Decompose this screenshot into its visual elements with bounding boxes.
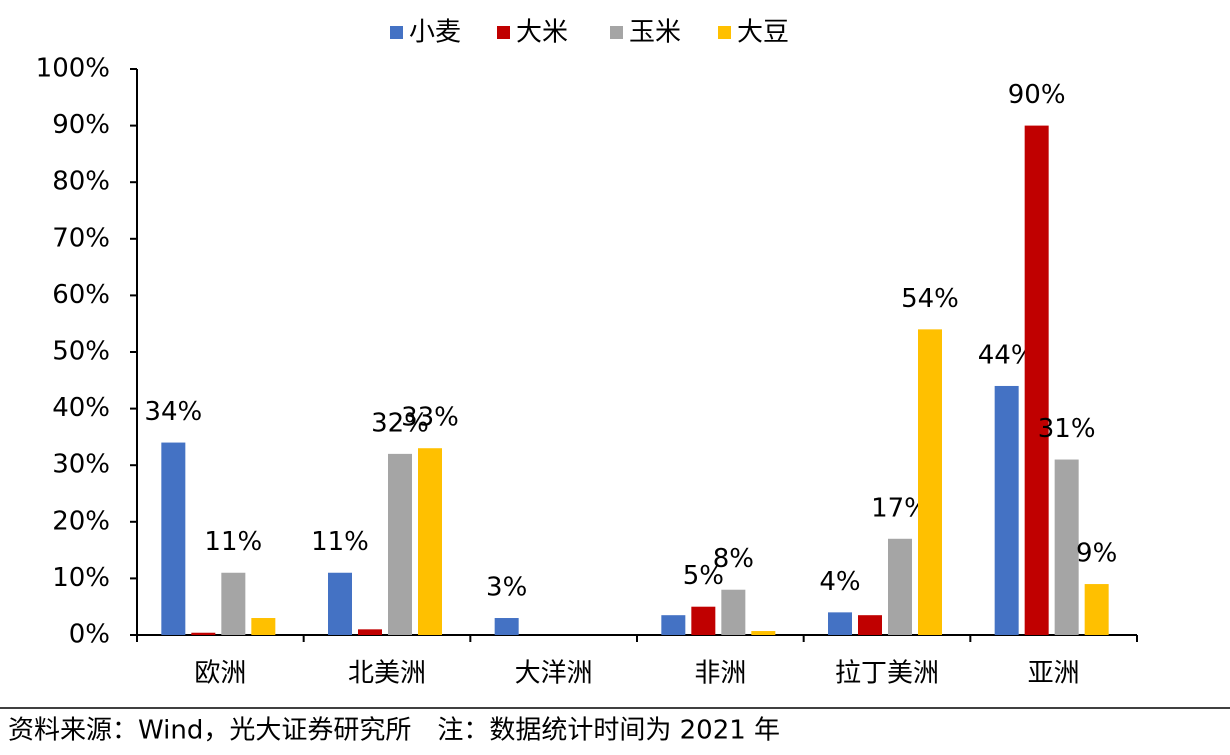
- bar: [751, 631, 776, 635]
- y-tick-label: 90%: [52, 110, 110, 140]
- bar: [1054, 459, 1079, 635]
- y-tick-label: 70%: [52, 223, 110, 253]
- bar: [828, 612, 852, 635]
- y-tick-label: 50%: [52, 337, 110, 367]
- x-tick-label: 亚洲: [1028, 659, 1080, 689]
- value-label: 11%: [204, 527, 262, 557]
- value-label: 33%: [401, 403, 459, 433]
- bar: [721, 589, 746, 635]
- y-tick-label: 40%: [52, 393, 110, 423]
- x-tick-label: 大洋洲: [515, 659, 593, 689]
- value-label: 31%: [1038, 414, 1096, 444]
- value-label: 9%: [1076, 539, 1117, 569]
- value-label: 11%: [311, 527, 369, 557]
- y-tick-label: 60%: [52, 280, 110, 310]
- bar: [418, 448, 442, 635]
- legend-label: 玉米: [629, 18, 681, 48]
- bar: [221, 572, 246, 635]
- bar: [1024, 125, 1049, 635]
- y-tick-label: 80%: [52, 167, 110, 197]
- legend-swatch: [390, 26, 403, 39]
- value-label: 32%: [371, 408, 429, 438]
- value-label: 54%: [901, 284, 959, 314]
- bar: [918, 329, 942, 635]
- bar: [888, 538, 912, 635]
- value-label: 5%: [683, 561, 724, 591]
- bar: [994, 385, 1019, 635]
- x-tick-label: 非洲: [694, 659, 746, 689]
- bar: [691, 606, 716, 635]
- bar: [191, 632, 216, 635]
- y-tick-label: 100%: [36, 54, 110, 84]
- legend-swatch: [497, 26, 510, 39]
- legend-label: 小麦: [409, 18, 461, 48]
- bar: [358, 629, 382, 635]
- legend-label: 大米: [516, 18, 568, 48]
- bar: [161, 442, 186, 635]
- value-label: 90%: [1008, 80, 1066, 110]
- bar: [661, 615, 686, 635]
- y-tick-label: 0%: [69, 620, 110, 650]
- legend-swatch: [610, 26, 623, 39]
- y-tick-label: 30%: [52, 450, 110, 480]
- bar: [251, 618, 276, 635]
- bar: [328, 572, 352, 635]
- value-label: 34%: [144, 397, 202, 427]
- x-tick-label: 拉丁美洲: [835, 659, 939, 689]
- y-tick-label: 10%: [52, 563, 110, 593]
- legend-swatch: [718, 26, 731, 39]
- bar: [858, 615, 882, 635]
- y-tick-label: 20%: [52, 506, 110, 536]
- bar: [494, 618, 519, 635]
- value-label: 3%: [486, 573, 527, 603]
- value-label: 8%: [713, 544, 754, 574]
- legend-label: 大豆: [737, 18, 789, 48]
- bar: [1084, 584, 1109, 635]
- bar: [388, 453, 412, 635]
- x-tick-label: 欧洲: [194, 659, 246, 689]
- source-note: 资料来源：Wind，光大证券研究所 注：数据统计时间为 2021 年: [8, 716, 780, 746]
- value-label: 4%: [819, 567, 860, 597]
- x-tick-label: 北美洲: [348, 659, 426, 689]
